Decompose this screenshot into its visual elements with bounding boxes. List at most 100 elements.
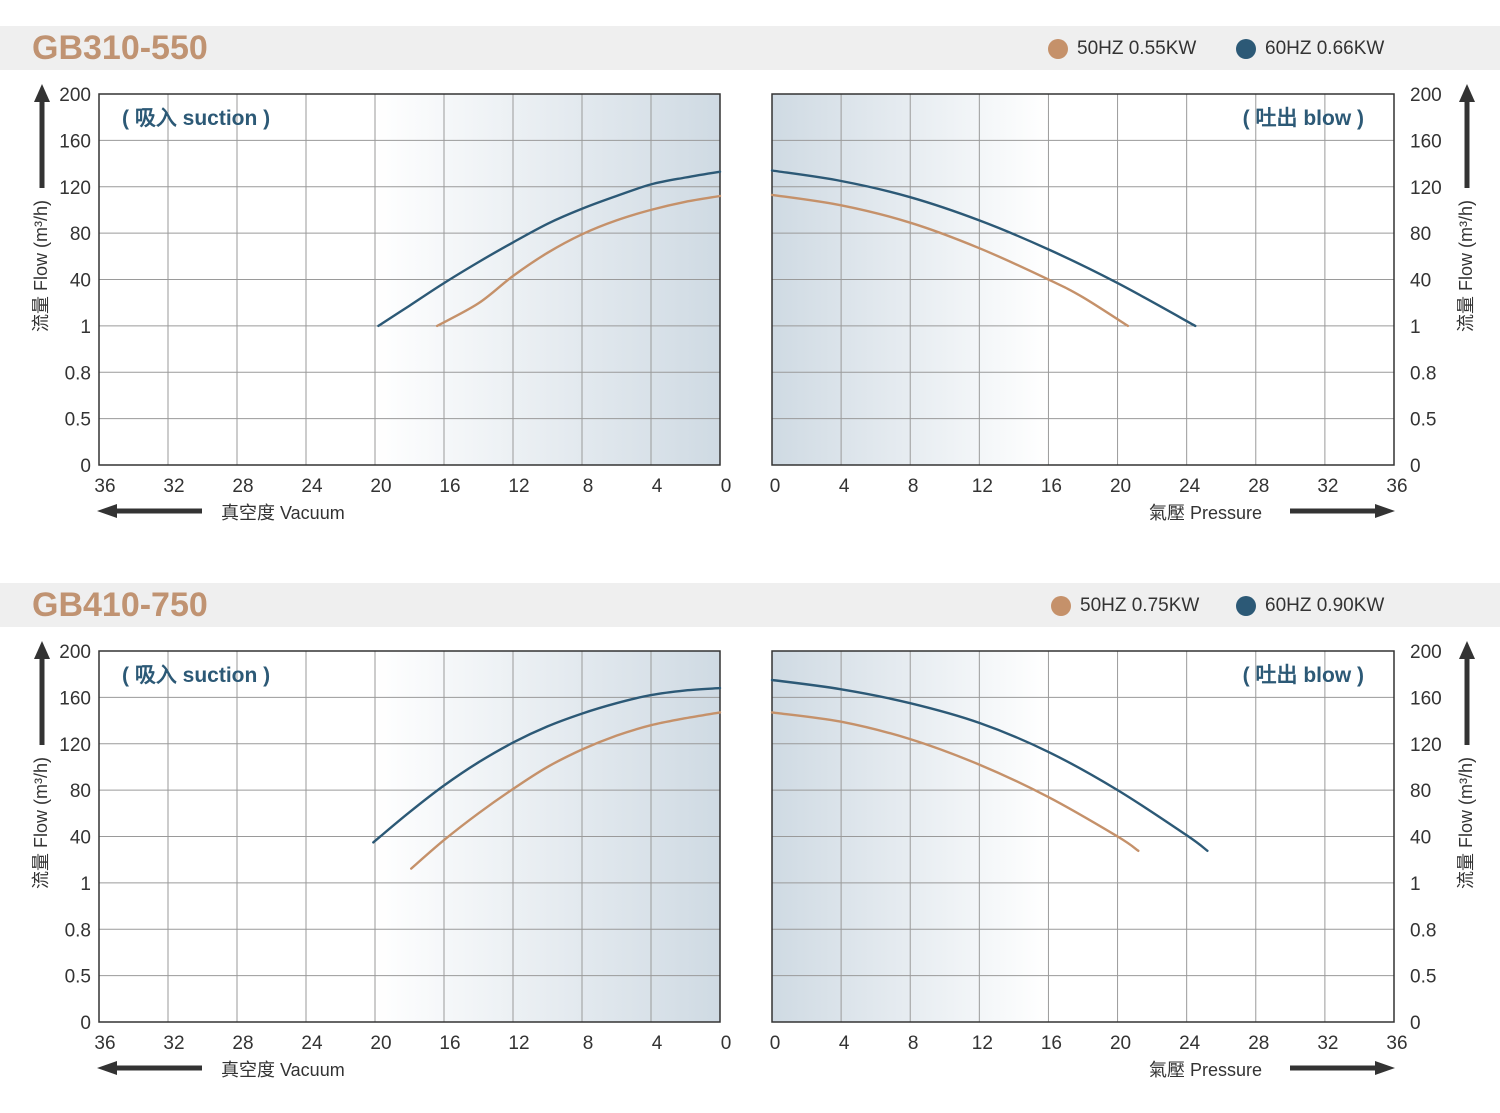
blow-x-tick-label: 16	[1041, 476, 1062, 497]
title-bar: GB410-750 50HZ 0.75KW 60HZ 0.90KW	[0, 583, 1500, 627]
suction-x-tick-label: 28	[232, 476, 253, 497]
y-axis-label-left: 流量 Flow (m³/h)	[31, 200, 51, 332]
y-arrow-right-head	[1459, 84, 1475, 102]
blow-curve-50hz	[770, 711, 1140, 852]
x-arrow-left-head	[97, 1061, 117, 1075]
suction-x-tick-label: 16	[439, 1033, 460, 1054]
suction-curve-60hz	[377, 170, 722, 328]
y-tick-label-right: 80	[1410, 781, 1431, 802]
legend-60hz: 60HZ 0.90KW	[1236, 595, 1384, 617]
blow-plot-frame	[771, 93, 1395, 466]
pressure-axis-label: 氣壓 Pressure	[1149, 503, 1262, 523]
blow-x-tick-label: 4	[839, 1033, 850, 1054]
suction-x-tick-label: 4	[652, 1033, 663, 1054]
y-tick-label-left: 80	[70, 224, 91, 245]
x-arrow-right-head	[1375, 1061, 1395, 1075]
legend-50hz-dot	[1051, 596, 1071, 616]
suction-curve-50hz	[435, 194, 722, 328]
suction-curve-50hz	[410, 711, 722, 870]
y-tick-label-left: 160	[59, 131, 91, 152]
y-tick-label-right: 0.8	[1410, 920, 1436, 941]
blow-x-tick-label: 24	[1179, 476, 1201, 497]
y-tick-label-right: 80	[1410, 224, 1431, 245]
blow-x-tick-label: 32	[1317, 1033, 1338, 1054]
suction-x-tick-label: 28	[232, 1033, 253, 1054]
blow-x-tick-label: 28	[1248, 1033, 1269, 1054]
y-tick-label-left: 0.5	[65, 410, 91, 431]
blow-x-tick-label: 28	[1248, 476, 1269, 497]
y-tick-label-left: 0.5	[65, 967, 91, 988]
blow-x-tick-label: 20	[1110, 476, 1131, 497]
suction-x-tick-label: 4	[652, 476, 663, 497]
legend-60hz-dot	[1236, 596, 1256, 616]
y-tick-label-left: 1	[80, 874, 91, 895]
pump-panel-2: GB410-750 50HZ 0.75KW 60HZ 0.90KW 0 0 0.5 0…	[0, 583, 1500, 1113]
pressure-axis-label: 氣壓 Pressure	[1149, 1060, 1262, 1080]
legend-50hz-dot	[1048, 39, 1068, 59]
legend-50hz-label: 50HZ 0.55KW	[1077, 38, 1197, 59]
blow-x-tick-label: 0	[770, 1033, 781, 1054]
suction-x-tick-label: 24	[301, 1033, 323, 1054]
suction-x-tick-label: 12	[508, 476, 529, 497]
blow-corner-label: ( 吐出 blow )	[1243, 664, 1364, 687]
suction-corner-label: ( 吸入 suction )	[122, 664, 270, 687]
legend-60hz: 60HZ 0.66KW	[1236, 38, 1384, 60]
blow-curve-60hz	[770, 169, 1197, 328]
y-tick-label-left: 160	[59, 688, 91, 709]
blow-x-tick-label: 8	[908, 476, 919, 497]
y-tick-label-right: 0.5	[1410, 410, 1436, 431]
blow-x-tick-label: 36	[1386, 476, 1407, 497]
blow-x-tick-label: 20	[1110, 1033, 1131, 1054]
suction-x-tick-label: 12	[508, 1033, 529, 1054]
blow-x-tick-label: 12	[972, 476, 993, 497]
blow-x-tick-label: 8	[908, 1033, 919, 1054]
legend-50hz-label: 50HZ 0.75KW	[1080, 595, 1200, 616]
suction-x-tick-label: 32	[163, 476, 184, 497]
suction-x-tick-label: 24	[301, 476, 323, 497]
y-tick-label-left: 1	[80, 317, 91, 338]
legend-60hz-label: 60HZ 0.66KW	[1265, 38, 1385, 59]
y-tick-label-right: 0	[1410, 1013, 1421, 1034]
top-cropped-caption	[0, 0, 1500, 8]
y-tick-label-left: 120	[59, 178, 91, 199]
pump-panel-1: GB310-550 50HZ 0.55KW 60HZ 0.66KW 0 0 0.5 0…	[0, 26, 1500, 556]
suction-x-tick-label: 32	[163, 1033, 184, 1054]
y-tick-label-right: 0.5	[1410, 967, 1436, 988]
legend-60hz-dot	[1236, 39, 1256, 59]
title-bar: GB310-550 50HZ 0.55KW 60HZ 0.66KW	[0, 26, 1500, 70]
y-tick-label-right: 160	[1410, 688, 1442, 709]
suction-corner-label: ( 吸入 suction )	[122, 107, 270, 130]
y-tick-label-left: 200	[59, 642, 91, 663]
y-axis-label-left: 流量 Flow (m³/h)	[31, 757, 51, 889]
model-title: GB410-750	[32, 586, 208, 624]
suction-curve-60hz	[372, 686, 722, 844]
model-title: GB310-550	[32, 29, 208, 67]
y-tick-label-right: 1	[1410, 317, 1421, 338]
suction-plot-frame	[98, 650, 721, 1023]
suction-x-tick-label: 0	[721, 476, 732, 497]
y-tick-label-left: 0	[80, 456, 91, 477]
y-tick-label-left: 0.8	[65, 920, 91, 941]
blow-x-tick-label: 4	[839, 476, 850, 497]
y-tick-label-left: 0	[80, 1013, 91, 1034]
vacuum-axis-label: 真空度 Vacuum	[221, 1060, 345, 1080]
y-tick-label-right: 120	[1410, 178, 1442, 199]
legend-50hz: 50HZ 0.55KW	[1048, 38, 1196, 60]
y-arrow-right-head	[1459, 641, 1475, 659]
blow-corner-label: ( 吐出 blow )	[1243, 107, 1364, 130]
suction-x-tick-label: 16	[439, 476, 460, 497]
blow-x-tick-label: 36	[1386, 1033, 1407, 1054]
y-tick-label-right: 200	[1410, 85, 1442, 106]
vacuum-axis-label: 真空度 Vacuum	[221, 503, 345, 523]
y-tick-label-right: 160	[1410, 131, 1442, 152]
blow-curve-60hz	[770, 678, 1209, 852]
suction-x-tick-label: 0	[721, 1033, 732, 1054]
y-tick-label-left: 200	[59, 85, 91, 106]
y-tick-label-left: 120	[59, 735, 91, 756]
suction-x-tick-label: 20	[370, 476, 391, 497]
blow-x-tick-label: 24	[1179, 1033, 1201, 1054]
y-tick-label-right: 40	[1410, 271, 1431, 292]
blow-x-tick-label: 0	[770, 476, 781, 497]
